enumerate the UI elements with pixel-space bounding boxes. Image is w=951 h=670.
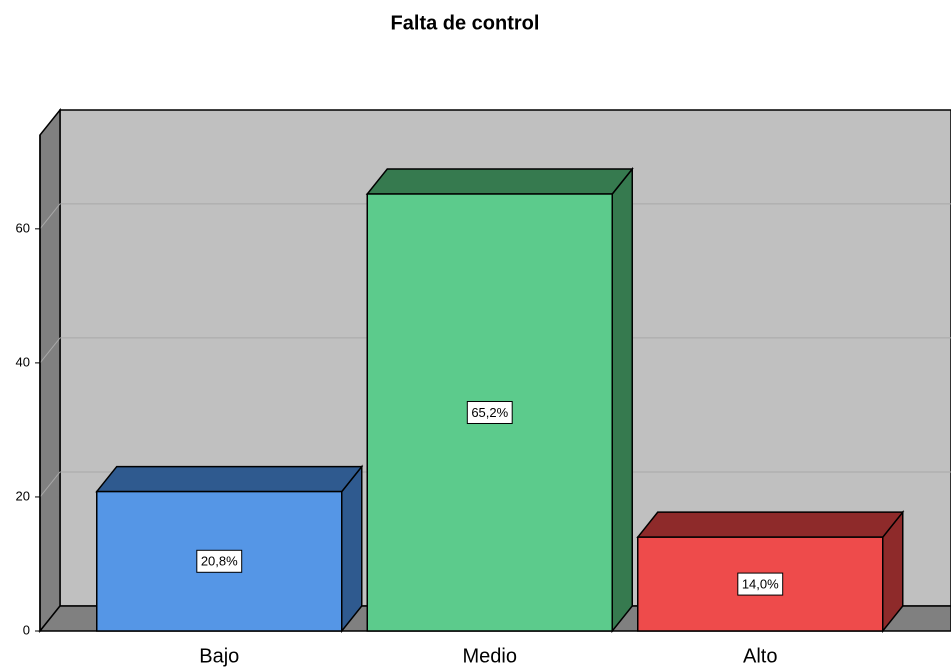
- chart-title: Falta de control: [391, 12, 540, 34]
- grid-line: [39, 471, 61, 498]
- bar-side: [341, 464, 363, 634]
- data-label-text: 20,8%: [201, 554, 238, 569]
- data-label: 20,8%: [196, 549, 243, 573]
- data-label-box: [196, 549, 243, 573]
- y-tick-label: 60: [16, 220, 30, 235]
- data-label: 14,0%: [737, 572, 784, 596]
- x-tick-label: Bajo: [199, 645, 239, 667]
- bar-top: [95, 465, 364, 493]
- y-tick-label: 20: [16, 488, 30, 503]
- bar-side: [611, 166, 633, 634]
- data-label-box: [737, 572, 784, 596]
- bar-top: [636, 511, 905, 538]
- bar-top: [365, 168, 634, 195]
- data-label-text: 65,2%: [471, 405, 508, 420]
- x-tick-label: Medio: [463, 645, 517, 667]
- data-label: 65,2%: [466, 400, 513, 424]
- y-tick-label: 0: [23, 622, 30, 637]
- y-tick-label: 40: [16, 354, 30, 369]
- grid-line: [39, 337, 61, 364]
- data-label-box: [466, 400, 513, 424]
- left-wall: [39, 107, 61, 634]
- grid-line: [39, 203, 61, 230]
- x-tick-label: Alto: [743, 645, 777, 667]
- data-label-text: 14,0%: [742, 577, 779, 592]
